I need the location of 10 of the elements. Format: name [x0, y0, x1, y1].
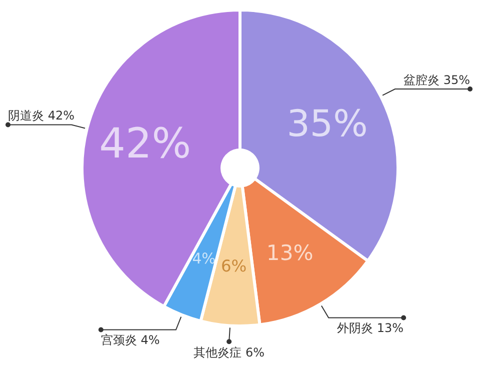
data-label: 42%: [99, 120, 192, 168]
data-label: 4%: [192, 250, 216, 268]
slice-label: 阴道炎 42%: [8, 108, 74, 123]
data-label: 35%: [286, 102, 368, 146]
slice-label: 盆腔炎 35%: [404, 73, 470, 88]
data-label: 13%: [266, 240, 314, 265]
slice-label: 宫颈炎 4%: [100, 332, 160, 347]
slice-label: 外阴炎 13%: [337, 320, 404, 335]
slice-label: 其他炎症 6%: [194, 346, 265, 360]
data-label: 6%: [221, 256, 247, 276]
